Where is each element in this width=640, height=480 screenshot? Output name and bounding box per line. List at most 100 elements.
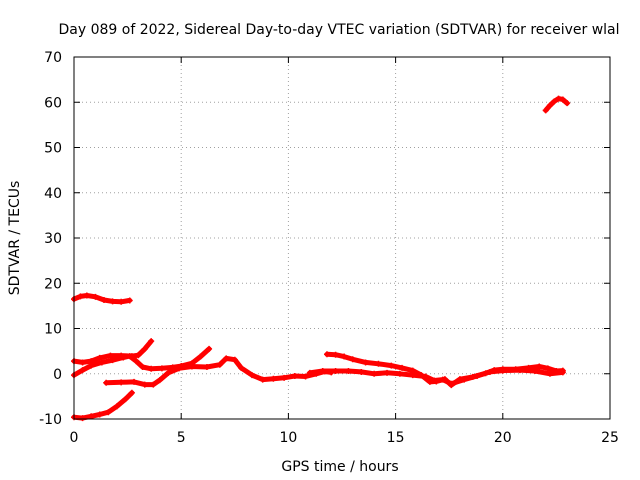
- x-tick-label: 5: [177, 430, 186, 446]
- data-point: [332, 351, 339, 358]
- x-tick-label: 10: [279, 430, 297, 446]
- data-point: [107, 352, 114, 359]
- data-point: [109, 357, 116, 364]
- plot-series: [71, 95, 571, 422]
- data-point: [141, 381, 148, 388]
- data-point: [281, 374, 288, 381]
- data-point: [135, 352, 142, 359]
- data-point: [474, 373, 481, 380]
- data-point: [165, 369, 172, 376]
- grid: [74, 57, 610, 419]
- y-axis-label: SDTVAR / TECUs: [7, 181, 23, 296]
- data-point: [536, 363, 543, 370]
- data-point: [176, 365, 183, 372]
- data-point: [113, 403, 120, 410]
- data-point: [396, 370, 403, 377]
- data-point: [486, 368, 493, 375]
- data-point: [371, 370, 378, 377]
- data-point: [384, 369, 391, 376]
- series-line: [71, 338, 154, 365]
- data-point: [319, 368, 326, 375]
- y-tick-label: 70: [44, 50, 62, 66]
- data-point: [332, 368, 339, 375]
- data-point: [564, 100, 571, 107]
- data-point: [448, 380, 455, 387]
- data-point: [120, 354, 127, 361]
- axis-ticks: 0 5 10 15 20 25 -10 0 10 20 30 40 50 60 70: [39, 50, 619, 446]
- data-point: [126, 353, 133, 360]
- data-point: [231, 356, 238, 363]
- x-tick-label: 0: [70, 430, 79, 446]
- data-point: [388, 362, 395, 369]
- data-point: [422, 373, 429, 380]
- x-axis-label: GPS time / hours: [281, 459, 398, 475]
- data-point: [559, 96, 566, 103]
- data-point: [302, 373, 309, 380]
- series-s2: [71, 389, 135, 422]
- data-point: [499, 367, 506, 374]
- data-point: [158, 365, 165, 372]
- data-point: [345, 368, 352, 375]
- data-point: [96, 411, 103, 418]
- data-point: [349, 356, 356, 363]
- data-point: [223, 355, 230, 362]
- x-tick-label: 25: [601, 430, 619, 446]
- data-point: [148, 338, 155, 345]
- y-tick-label: -10: [39, 412, 62, 428]
- y-tick-label: 40: [44, 186, 62, 202]
- data-point: [306, 369, 313, 376]
- data-point: [323, 351, 330, 358]
- data-point: [148, 365, 155, 372]
- data-point: [98, 359, 105, 366]
- data-point: [439, 376, 446, 383]
- data-point: [133, 358, 140, 365]
- series-s8: [542, 95, 571, 114]
- plot-frame: [73, 56, 611, 420]
- series-s1: [71, 292, 133, 305]
- data-point: [88, 362, 95, 369]
- data-point: [431, 377, 438, 384]
- data-point: [461, 376, 468, 383]
- series-s5: [103, 355, 335, 388]
- data-point: [79, 359, 86, 366]
- data-point: [546, 370, 553, 377]
- chart-title: Day 089 of 2022, Sidereal Day-to-day VTE…: [58, 22, 619, 38]
- series-line: [71, 390, 135, 421]
- data-point: [96, 354, 103, 361]
- data-point: [341, 353, 348, 360]
- data-point: [118, 298, 125, 305]
- series-line: [71, 346, 212, 378]
- data-point: [122, 396, 129, 403]
- data-point: [79, 415, 86, 422]
- data-point: [206, 345, 213, 352]
- data-point: [216, 361, 223, 368]
- y-tick-label: 20: [44, 276, 62, 292]
- x-tick-label: 20: [494, 430, 512, 446]
- data-point: [150, 381, 157, 388]
- data-point: [544, 365, 551, 372]
- data-point: [559, 369, 566, 376]
- data-point: [79, 367, 86, 374]
- data-point: [555, 95, 562, 102]
- series-line: [543, 96, 570, 113]
- x-tick-label: 15: [387, 430, 405, 446]
- y-tick-label: 0: [53, 367, 62, 383]
- data-point: [291, 373, 298, 380]
- data-point: [83, 292, 90, 299]
- data-point: [409, 372, 416, 379]
- data-point: [156, 377, 163, 384]
- data-point: [542, 107, 549, 114]
- data-point: [248, 372, 255, 379]
- data-point: [139, 363, 146, 370]
- data-point: [109, 298, 116, 305]
- data-point: [516, 367, 523, 374]
- data-point: [141, 345, 148, 352]
- y-tick-label: 50: [44, 141, 62, 157]
- data-point: [531, 368, 538, 375]
- y-tick-label: 60: [44, 95, 62, 111]
- series-s7: [306, 367, 566, 387]
- data-point: [126, 297, 133, 304]
- data-point: [118, 379, 125, 386]
- data-point: [197, 353, 204, 360]
